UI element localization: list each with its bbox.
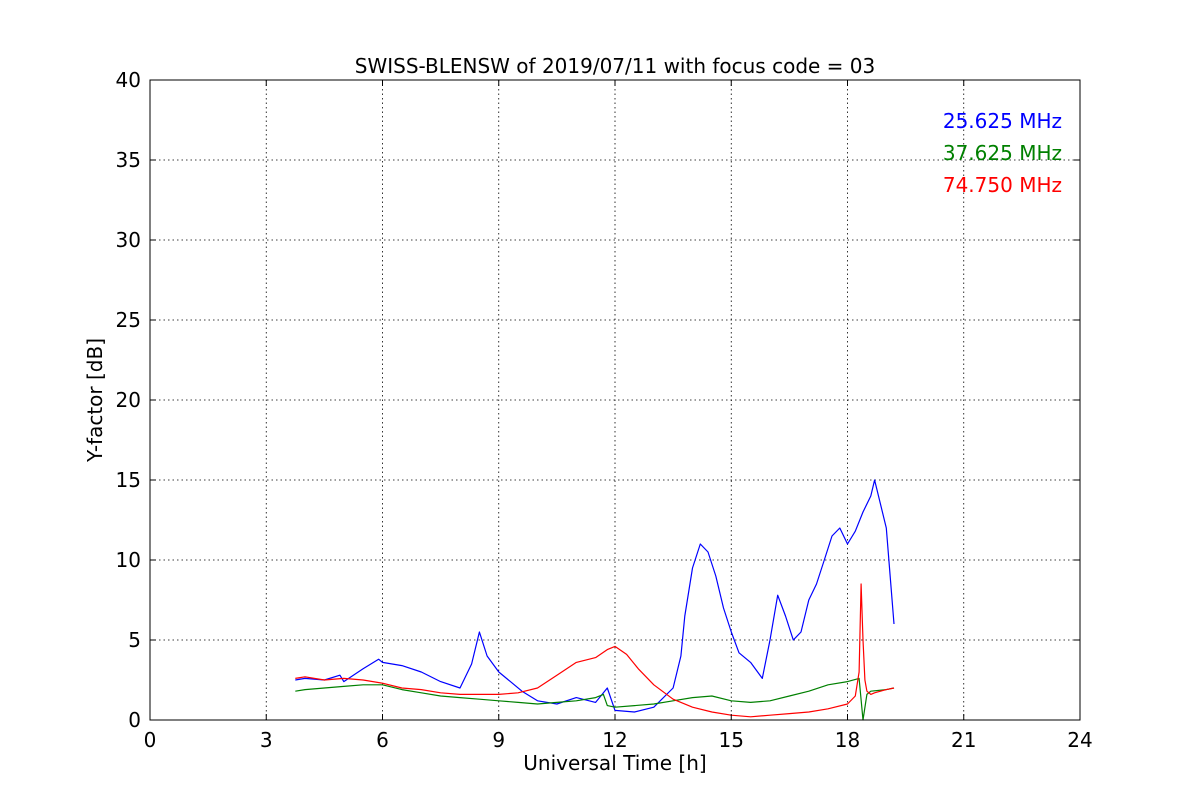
series-line-1 xyxy=(295,479,895,713)
legend: 25.625 MHz 37.625 MHz 74.750 MHz xyxy=(943,109,1062,197)
x-tick-label: 12 xyxy=(602,728,627,752)
legend-entry: 25.625 MHz xyxy=(943,109,1062,133)
x-tick-label: 6 xyxy=(376,728,389,752)
x-axis-label: Universal Time [h] xyxy=(523,751,706,775)
y-tick-label: 35 xyxy=(116,148,141,172)
x-tick-label: 9 xyxy=(492,728,505,752)
y-tick-label: 40 xyxy=(116,68,141,92)
chart-title: SWISS-BLENSW of 2019/07/11 with focus co… xyxy=(355,54,876,78)
legend-entry: 74.750 MHz xyxy=(943,173,1062,197)
y-tick-label: 5 xyxy=(128,628,141,652)
series-line-3 xyxy=(295,583,895,718)
x-tick-label: 0 xyxy=(144,728,157,752)
series-layer xyxy=(295,479,895,721)
y-tick-label: 0 xyxy=(128,708,141,732)
y-axis-label: Y-factor [dB] xyxy=(83,338,107,463)
x-tick-labels: 0 3 6 9 12 15 18 21 24 xyxy=(144,728,1093,752)
y-tick-labels: 0 5 10 15 20 25 30 35 40 xyxy=(116,68,141,732)
x-tick-label: 24 xyxy=(1067,728,1092,752)
y-tick-label: 20 xyxy=(116,388,141,412)
series-line-2 xyxy=(295,677,895,721)
y-tick-label: 25 xyxy=(116,308,141,332)
legend-entry: 37.625 MHz xyxy=(943,141,1062,165)
x-tick-label: 21 xyxy=(951,728,976,752)
ticks xyxy=(149,79,1081,721)
grid xyxy=(149,79,1081,721)
y-tick-label: 15 xyxy=(116,468,141,492)
y-tick-label: 30 xyxy=(116,228,141,252)
y-tick-label: 10 xyxy=(116,548,141,572)
x-tick-label: 15 xyxy=(719,728,744,752)
x-tick-label: 18 xyxy=(835,728,860,752)
x-tick-label: 3 xyxy=(260,728,273,752)
